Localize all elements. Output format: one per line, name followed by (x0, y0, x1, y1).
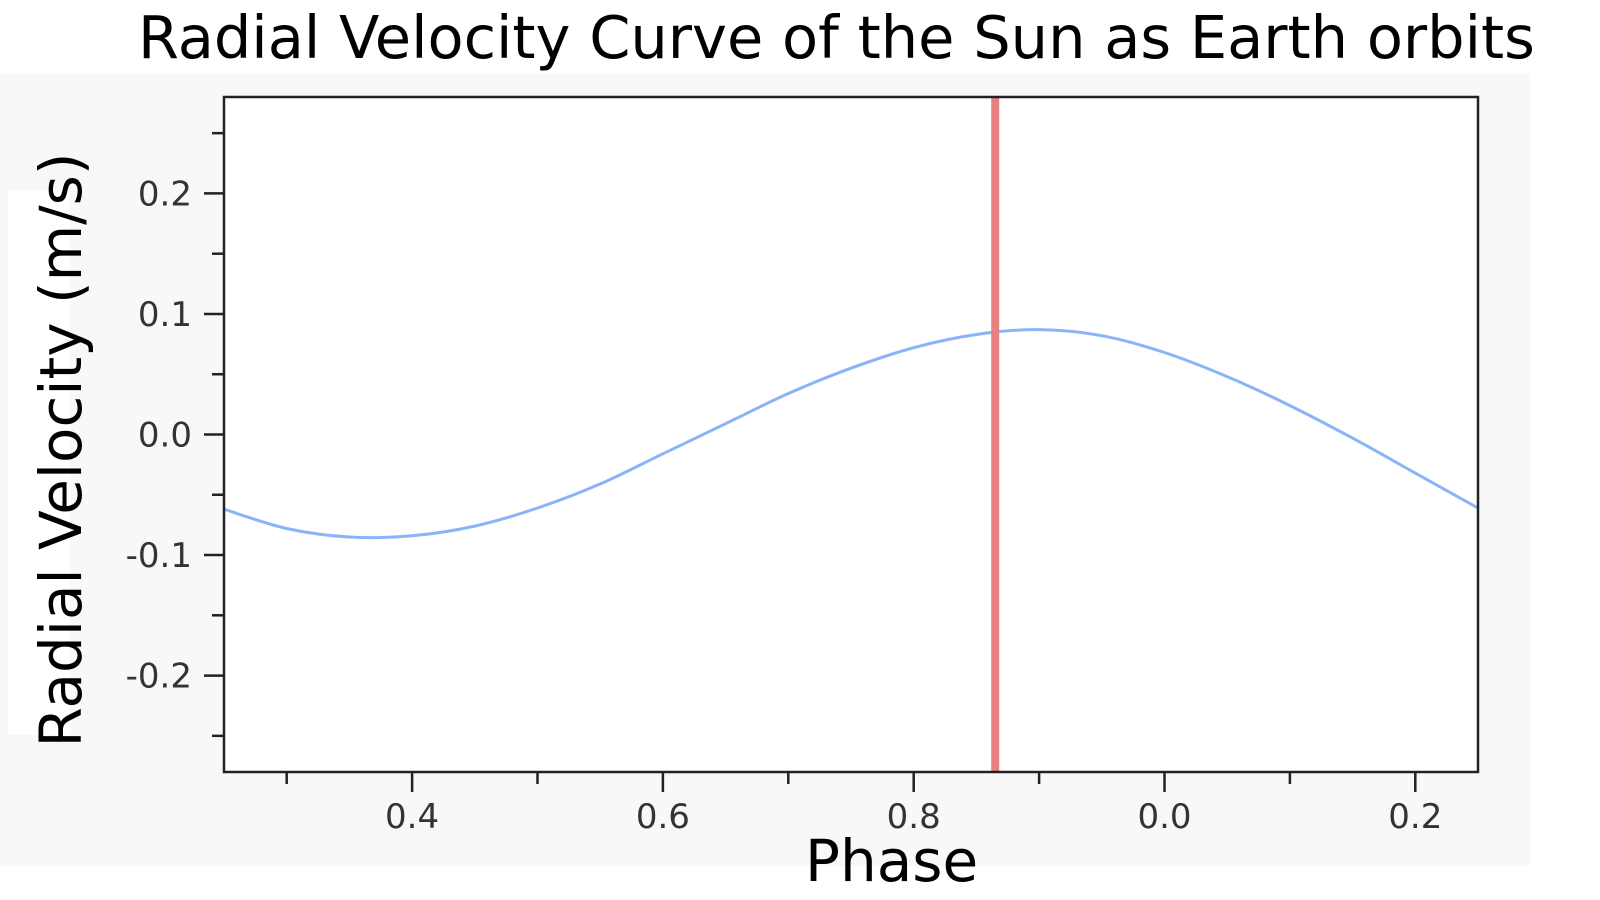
x-axis-label: Phase (805, 827, 979, 895)
y-tick-label: 0.2 (138, 174, 192, 214)
x-tick-label: 0.2 (1388, 797, 1442, 837)
y-tick-label: 0.0 (138, 416, 192, 456)
y-tick-label: -0.1 (126, 536, 192, 576)
axis-ticks: 0.2 0.1 0.0 -0.1 -0.2 0.4 0.6 0.8 0.0 0.2 (126, 131, 1442, 837)
plot-frame (222, 95, 1480, 774)
x-tick-label: 0.4 (385, 797, 439, 837)
series-layer (223, 328, 1479, 540)
chart-title: Radial Velocity Curve of the Sun as Eart… (138, 3, 1535, 72)
plot-area (224, 97, 1478, 772)
y-tick-label: 0.1 (138, 295, 192, 335)
x-tick-label: 0.0 (1137, 797, 1191, 837)
x-tick-label: 0.6 (636, 797, 690, 837)
y-tick-label: -0.2 (126, 657, 192, 697)
y-label-backdrop (8, 190, 70, 735)
x-tick-label: 0.8 (887, 797, 941, 837)
series-line (223, 328, 1479, 540)
